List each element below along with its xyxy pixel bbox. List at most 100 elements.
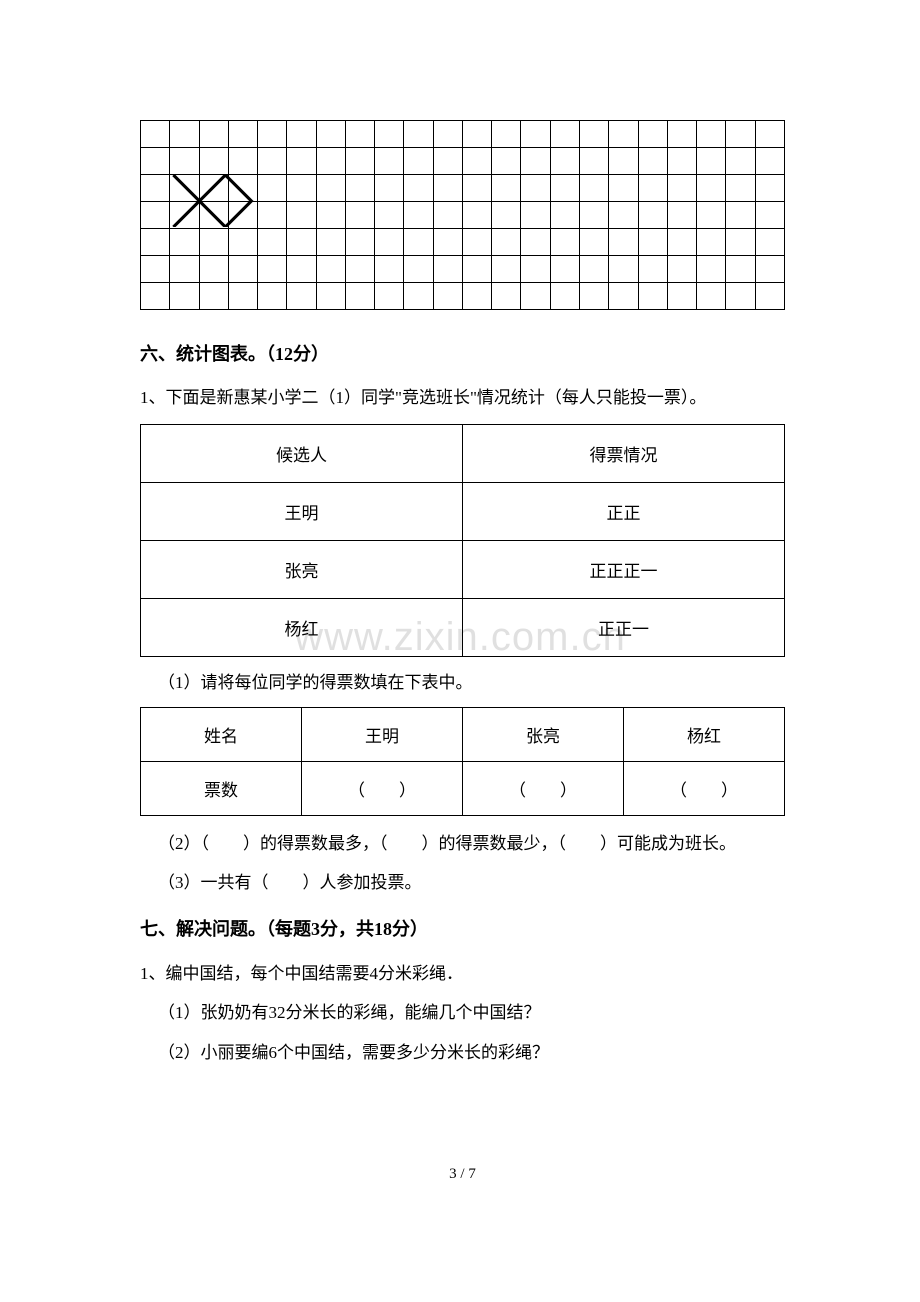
grid-cell xyxy=(228,256,257,283)
grid-cell xyxy=(462,256,491,283)
grid-cell xyxy=(697,121,726,148)
grid-cell xyxy=(316,202,345,229)
grid-cell xyxy=(521,283,550,310)
grid-cell xyxy=(492,202,521,229)
grid-cell xyxy=(433,229,462,256)
grid-cell xyxy=(667,283,696,310)
grid-cell xyxy=(609,229,638,256)
vote-count-cell: 正正正一 xyxy=(463,541,785,599)
grid-cell xyxy=(667,256,696,283)
grid-cell xyxy=(433,148,462,175)
grid-cell xyxy=(258,175,287,202)
grid-cell xyxy=(258,256,287,283)
grid-cell xyxy=(550,202,579,229)
grid-cell xyxy=(521,256,550,283)
grid-cell xyxy=(375,121,404,148)
grid-cell xyxy=(228,283,257,310)
grid-cell xyxy=(375,148,404,175)
grid-cell xyxy=(141,121,170,148)
grid-cell xyxy=(345,283,374,310)
grid-cell xyxy=(755,121,784,148)
vote-table-header-row: 候选人 得票情况 xyxy=(141,425,785,483)
grid-cell xyxy=(316,148,345,175)
grid-cell xyxy=(521,175,550,202)
grid-cell xyxy=(199,202,228,229)
grid-cell xyxy=(579,229,608,256)
grid-cell xyxy=(345,229,374,256)
grid-cell xyxy=(726,283,755,310)
section6-q3: （3）一共有（ ）人参加投票。 xyxy=(158,865,785,901)
section6-title: 六、统计图表。（12分） xyxy=(140,338,785,370)
grid-cell xyxy=(170,175,199,202)
grid-cell xyxy=(550,229,579,256)
grid-cell xyxy=(697,148,726,175)
grid-cell xyxy=(726,202,755,229)
name-blank-cell: （ ） xyxy=(624,761,785,815)
grid-cell xyxy=(228,121,257,148)
grid-cell xyxy=(550,121,579,148)
grid-cell xyxy=(375,283,404,310)
grid-cell xyxy=(258,202,287,229)
grid-cell xyxy=(404,121,433,148)
name-table: 姓名 王明 张亮 杨红 票数 （ ） （ ） （ ） xyxy=(140,707,785,816)
grid-cell xyxy=(228,148,257,175)
grid-cell xyxy=(667,202,696,229)
grid-cell xyxy=(287,256,316,283)
grid-cell xyxy=(141,283,170,310)
section7-p1b: （2）小丽要编6个中国结，需要多少分米长的彩绳？ xyxy=(158,1035,785,1071)
grid-cell xyxy=(404,229,433,256)
grid-cell xyxy=(755,283,784,310)
grid-cell xyxy=(579,175,608,202)
vote-name-cell: 杨红 xyxy=(141,599,463,657)
grid-cell xyxy=(638,202,667,229)
grid-cell xyxy=(141,148,170,175)
grid-cell xyxy=(609,148,638,175)
grid-cell xyxy=(345,121,374,148)
grid-cell xyxy=(433,256,462,283)
grid-cell xyxy=(579,148,608,175)
grid-cell xyxy=(345,256,374,283)
grid-cell xyxy=(433,121,462,148)
grid-cell xyxy=(492,121,521,148)
grid-cell xyxy=(141,229,170,256)
grid-cell xyxy=(199,229,228,256)
grid-cell xyxy=(258,121,287,148)
grid-cell xyxy=(287,175,316,202)
vote-table: 候选人 得票情况 王明 正正 张亮 正正正一 杨红 正正一 xyxy=(140,424,785,657)
grid-cell xyxy=(316,229,345,256)
grid-cell xyxy=(609,202,638,229)
vote-header-candidate: 候选人 xyxy=(141,425,463,483)
vote-count-cell: 正正 xyxy=(463,483,785,541)
grid-cell xyxy=(492,229,521,256)
grid-cell xyxy=(375,256,404,283)
name-blank-cell: （ ） xyxy=(463,761,624,815)
grid-cell xyxy=(492,283,521,310)
name-row-label: 票数 xyxy=(141,761,302,815)
grid-cell xyxy=(199,175,228,202)
grid-table xyxy=(140,120,785,310)
grid-cell xyxy=(550,148,579,175)
grid-cell xyxy=(492,256,521,283)
vote-row: 王明 正正 xyxy=(141,483,785,541)
grid-cell xyxy=(579,283,608,310)
grid-cell xyxy=(287,202,316,229)
grid-cell xyxy=(697,283,726,310)
grid-cell xyxy=(462,229,491,256)
section6-q2: （2）（ ）的得票数最多，（ ）的得票数最少，（ ）可能成为班长。 xyxy=(158,826,785,862)
grid-cell xyxy=(462,148,491,175)
grid-cell xyxy=(170,202,199,229)
grid-cell xyxy=(170,121,199,148)
grid-cell xyxy=(287,229,316,256)
section7-title: 七、解决问题。（每题3分，共18分） xyxy=(140,913,785,945)
name-header-cell: 姓名 xyxy=(141,707,302,761)
grid-cell xyxy=(170,283,199,310)
grid-cell xyxy=(638,256,667,283)
grid-cell xyxy=(579,256,608,283)
grid-cell xyxy=(345,175,374,202)
grid-cell xyxy=(141,202,170,229)
grid-cell xyxy=(258,148,287,175)
grid-cell xyxy=(521,229,550,256)
grid-cell xyxy=(579,202,608,229)
grid-cell xyxy=(638,283,667,310)
grid-cell xyxy=(433,175,462,202)
